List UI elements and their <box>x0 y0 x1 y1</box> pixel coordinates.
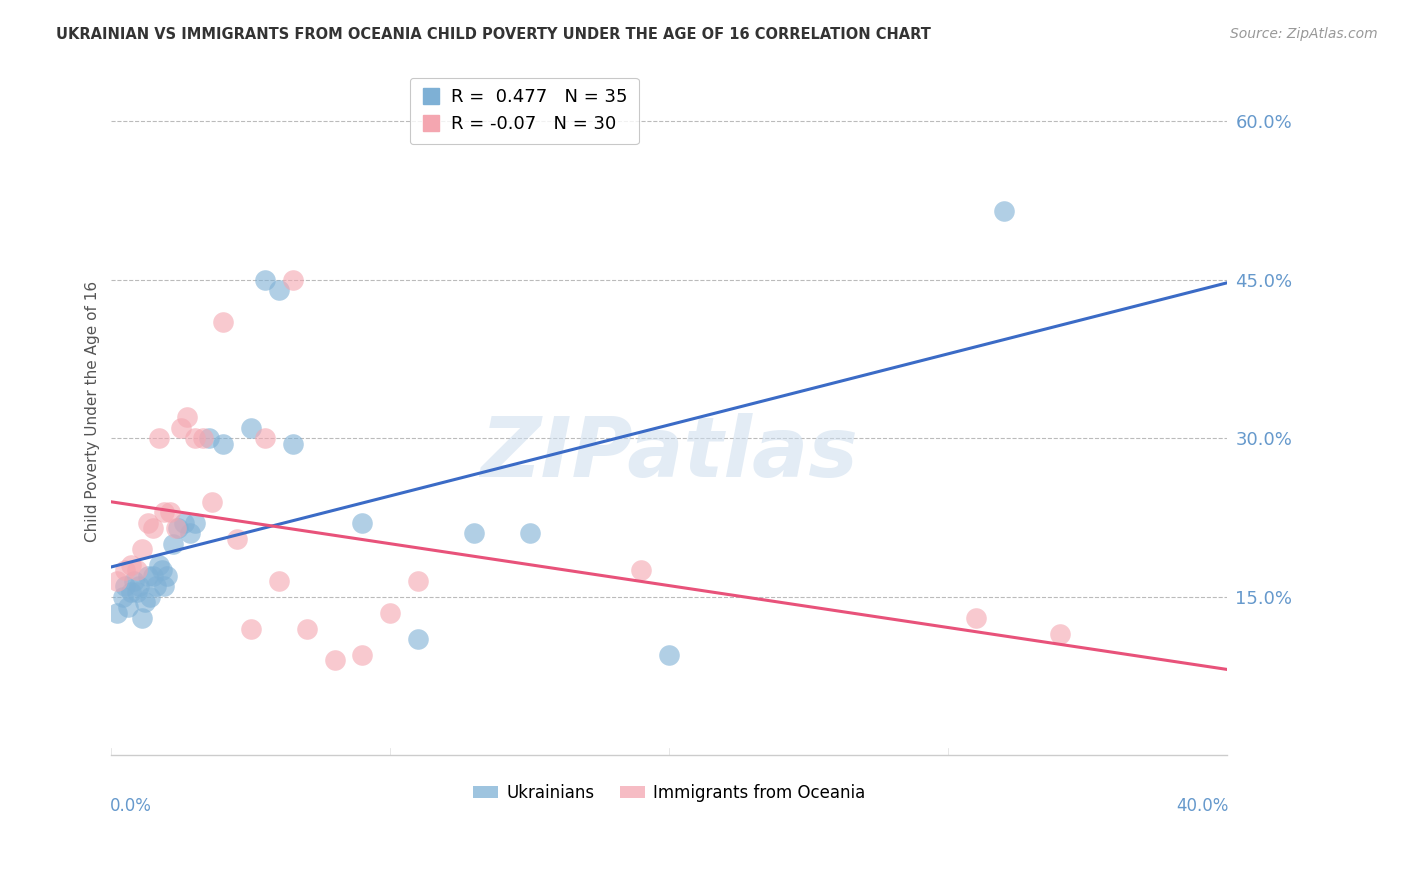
Point <box>117 600 139 615</box>
Point <box>156 568 179 582</box>
Text: Source: ZipAtlas.com: Source: ZipAtlas.com <box>1230 27 1378 41</box>
Point <box>179 526 201 541</box>
Point <box>153 505 176 519</box>
Point <box>153 579 176 593</box>
Point <box>142 521 165 535</box>
Point <box>131 542 153 557</box>
Point <box>239 622 262 636</box>
Point <box>267 284 290 298</box>
Point <box>352 648 374 662</box>
Text: UKRAINIAN VS IMMIGRANTS FROM OCEANIA CHILD POVERTY UNDER THE AGE OF 16 CORRELATI: UKRAINIAN VS IMMIGRANTS FROM OCEANIA CHI… <box>56 27 931 42</box>
Point <box>406 632 429 646</box>
Point <box>295 622 318 636</box>
Point <box>105 574 128 588</box>
Point <box>128 579 150 593</box>
Text: ZIPatlas: ZIPatlas <box>481 413 858 493</box>
Point <box>148 431 170 445</box>
Point <box>165 521 187 535</box>
Point <box>406 574 429 588</box>
Point <box>134 595 156 609</box>
Point <box>125 584 148 599</box>
Point <box>226 532 249 546</box>
Point <box>630 563 652 577</box>
Point <box>658 648 681 662</box>
Point <box>239 421 262 435</box>
Point <box>253 431 276 445</box>
Point <box>323 653 346 667</box>
Point <box>201 495 224 509</box>
Point <box>184 516 207 530</box>
Point <box>184 431 207 445</box>
Legend: Ukrainians, Immigrants from Oceania: Ukrainians, Immigrants from Oceania <box>467 778 872 809</box>
Point <box>176 410 198 425</box>
Point <box>281 436 304 450</box>
Point <box>267 574 290 588</box>
Point <box>281 273 304 287</box>
Point <box>1049 627 1071 641</box>
Point <box>136 568 159 582</box>
Point <box>162 537 184 551</box>
Point <box>173 516 195 530</box>
Point <box>159 505 181 519</box>
Point <box>139 590 162 604</box>
Text: 40.0%: 40.0% <box>1175 797 1229 814</box>
Point <box>105 606 128 620</box>
Point <box>253 273 276 287</box>
Point <box>193 431 215 445</box>
Point <box>965 611 987 625</box>
Point <box>136 516 159 530</box>
Point <box>352 516 374 530</box>
Point <box>380 606 402 620</box>
Point <box>212 436 235 450</box>
Point <box>212 315 235 329</box>
Text: 0.0%: 0.0% <box>110 797 152 814</box>
Point <box>198 431 221 445</box>
Point <box>148 558 170 573</box>
Point <box>463 526 485 541</box>
Point <box>131 611 153 625</box>
Point <box>125 563 148 577</box>
Point <box>122 574 145 588</box>
Point <box>519 526 541 541</box>
Y-axis label: Child Poverty Under the Age of 16: Child Poverty Under the Age of 16 <box>86 281 100 542</box>
Point <box>120 584 142 599</box>
Point <box>111 590 134 604</box>
Point <box>142 568 165 582</box>
Point <box>120 558 142 573</box>
Point <box>114 563 136 577</box>
Point <box>114 579 136 593</box>
Point <box>150 563 173 577</box>
Point <box>167 521 190 535</box>
Point <box>993 204 1015 219</box>
Point <box>170 421 193 435</box>
Point <box>145 579 167 593</box>
